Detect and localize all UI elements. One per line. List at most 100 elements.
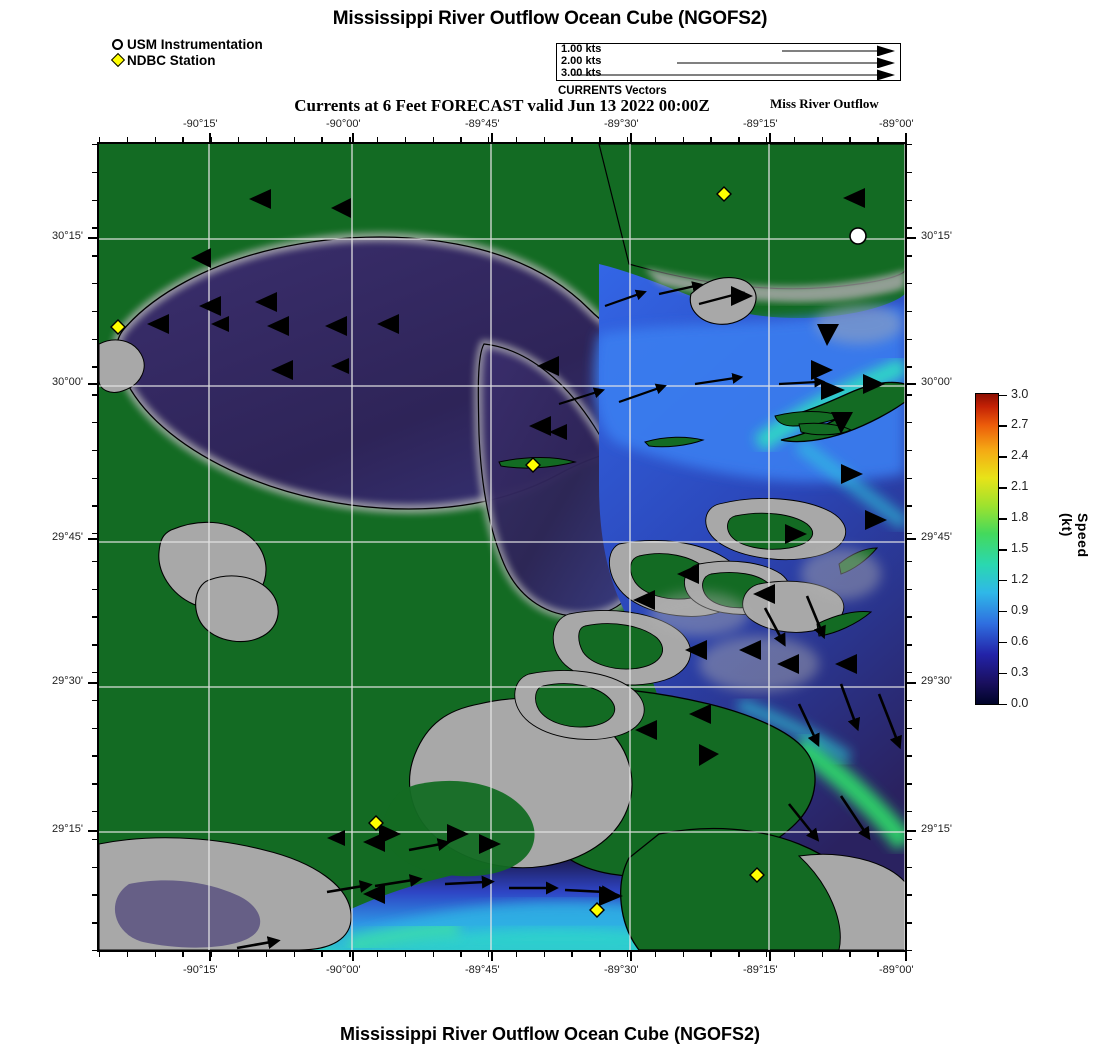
axis-minor-tick xyxy=(599,952,601,957)
axis-minor-tick xyxy=(92,421,97,424)
ndbc-station-marker[interactable] xyxy=(749,867,765,883)
ndbc-station-marker[interactable] xyxy=(716,186,732,202)
axis-minor-tick xyxy=(237,137,240,142)
station-markers[interactable] xyxy=(110,186,867,918)
axis-minor-tick xyxy=(92,199,97,201)
axis-minor-tick xyxy=(92,533,97,535)
axis-minor-tick xyxy=(907,950,912,952)
station-legend: USM Instrumentation NDBC Station xyxy=(110,36,263,68)
axis-label-lat: 29°15' xyxy=(921,823,952,835)
axis-minor-tick xyxy=(210,952,212,957)
axis-label-lat: 30°15' xyxy=(921,230,952,242)
axis-major-tick xyxy=(88,538,97,540)
colorbar-tick-label: 1.5 xyxy=(1011,541,1029,555)
axis-label-lat: 29°30' xyxy=(52,675,83,687)
map-canvas[interactable] xyxy=(97,142,907,952)
axis-major-tick xyxy=(630,952,632,961)
lake-borgne-water xyxy=(478,344,639,617)
legend-item-ndbc: NDBC Station xyxy=(110,52,263,68)
product-label: Miss River Outflow xyxy=(770,96,879,111)
axis-label-lon: -89°45' xyxy=(465,118,500,130)
colorbar-tick-label: 2.7 xyxy=(1011,417,1029,432)
ndbc-station-marker[interactable] xyxy=(110,319,126,335)
axis-minor-tick xyxy=(849,137,851,142)
axis-major-tick xyxy=(352,133,354,142)
axis-minor-tick xyxy=(376,137,379,142)
axis-minor-tick xyxy=(907,421,912,424)
axis-label-lat: 29°30' xyxy=(921,675,952,687)
colorbar-tick xyxy=(999,610,1007,613)
axis-major-tick xyxy=(907,538,916,540)
island-gray-2 xyxy=(195,575,279,643)
jet-north-2 xyxy=(794,438,905,530)
ndbc-station-marker[interactable] xyxy=(368,815,384,831)
axis-minor-tick xyxy=(907,533,912,535)
axis-major-tick xyxy=(88,682,97,684)
axis-minor-tick xyxy=(907,366,912,368)
axis-minor-tick xyxy=(432,137,434,142)
axis-minor-tick xyxy=(92,644,97,646)
usm-instrumentation-marker[interactable] xyxy=(849,227,867,245)
axis-minor-tick xyxy=(92,560,97,563)
axis-minor-tick xyxy=(92,255,97,257)
axis-label-lat: 30°15' xyxy=(52,230,83,242)
axis-minor-tick xyxy=(907,699,912,702)
axis-major-tick xyxy=(769,133,771,142)
axis-minor-tick xyxy=(907,477,912,479)
vector-scale-row-2: 2.00 kts xyxy=(557,55,900,68)
axis-minor-tick xyxy=(92,616,97,618)
axis-major-tick xyxy=(88,383,97,385)
shoal-haze xyxy=(649,304,903,692)
axis-minor-tick xyxy=(738,952,740,957)
axis-minor-tick xyxy=(182,137,184,142)
axis-major-tick xyxy=(88,830,97,832)
colorbar-tick-label: 0.6 xyxy=(1011,633,1029,648)
colorbar-title: Speed (kt) xyxy=(1059,513,1091,558)
vector-scale-legend: 1.00 kts 2.00 kts 3.00 kts xyxy=(556,43,901,81)
axis-minor-tick xyxy=(543,952,546,957)
axis-minor-tick xyxy=(92,505,97,507)
nw-shore-marsh xyxy=(99,339,145,393)
axis-minor-tick xyxy=(877,137,879,142)
forecast-subtitle: Currents at 6 Feet FORECAST valid Jun 13… xyxy=(294,96,710,115)
colorbar-tick xyxy=(999,425,1007,427)
axis-minor-tick xyxy=(293,952,295,957)
axis-minor-tick xyxy=(515,952,518,957)
axis-label-lon: -89°15' xyxy=(743,118,778,130)
ndbc-station-marker[interactable] xyxy=(525,457,541,473)
axis-minor-tick xyxy=(599,137,601,142)
terrebonne-green-patch xyxy=(382,780,535,877)
axis-minor-tick xyxy=(738,137,740,142)
vector-legend-caption: CURRENTS Vectors xyxy=(558,85,667,97)
colorbar-gradient xyxy=(975,393,999,705)
axis-major-tick xyxy=(209,133,211,142)
axis-label-lat: 30°00' xyxy=(52,376,83,388)
axis-major-tick xyxy=(88,237,97,239)
legend-item-usm: USM Instrumentation xyxy=(110,36,263,52)
axis-minor-tick xyxy=(92,227,97,229)
vector-arrow-3-icon xyxy=(572,69,895,80)
axis-minor-tick xyxy=(627,952,629,957)
ndbc-diamond-icon xyxy=(110,52,126,68)
axis-label-lon: -89°45' xyxy=(465,964,500,976)
axis-minor-tick xyxy=(126,137,129,142)
axis-minor-tick xyxy=(766,952,768,957)
axis-minor-tick xyxy=(92,838,97,841)
axis-minor-tick xyxy=(907,338,912,340)
colorbar-tick-label: 3.0 xyxy=(1011,386,1029,401)
axis-minor-tick xyxy=(849,952,851,957)
ndbc-station-marker[interactable] xyxy=(589,902,605,918)
colorbar-tick xyxy=(999,456,1007,458)
axis-minor-tick xyxy=(376,952,379,957)
axis-minor-tick xyxy=(907,727,912,730)
axis-label-lat: 29°45' xyxy=(921,531,952,543)
axis-minor-tick xyxy=(488,952,490,957)
axis-minor-tick xyxy=(349,952,351,957)
axis-minor-tick xyxy=(907,144,912,146)
map-raster xyxy=(99,144,905,950)
axis-minor-tick xyxy=(654,952,657,957)
axis-major-tick xyxy=(491,133,493,142)
vector-scale-row-1: 1.00 kts xyxy=(557,43,900,56)
axis-label-lon: -90°00' xyxy=(326,118,361,130)
axis-minor-tick xyxy=(126,952,129,957)
